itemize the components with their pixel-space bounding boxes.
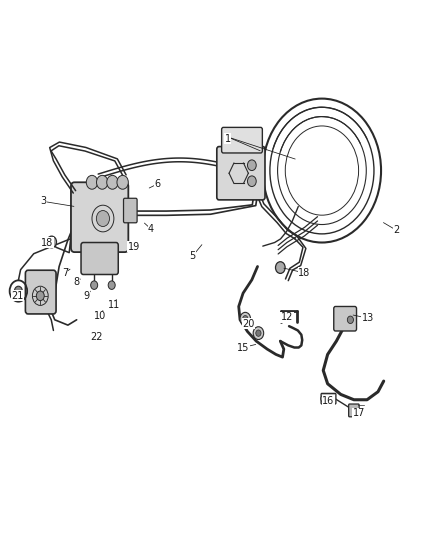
- FancyBboxPatch shape: [124, 198, 137, 223]
- Text: 17: 17: [353, 408, 365, 418]
- Text: 12: 12: [281, 312, 293, 322]
- Text: 21: 21: [11, 291, 24, 301]
- Text: 4: 4: [148, 224, 154, 234]
- Circle shape: [256, 330, 261, 336]
- Text: 13: 13: [362, 313, 374, 323]
- FancyBboxPatch shape: [349, 404, 359, 417]
- Circle shape: [86, 175, 98, 189]
- Circle shape: [107, 175, 118, 189]
- Text: 9: 9: [84, 292, 90, 301]
- FancyBboxPatch shape: [217, 147, 265, 200]
- Circle shape: [91, 281, 98, 289]
- Circle shape: [276, 262, 285, 273]
- Text: 18: 18: [41, 238, 53, 247]
- FancyBboxPatch shape: [222, 127, 262, 153]
- FancyBboxPatch shape: [334, 306, 357, 331]
- Circle shape: [117, 175, 128, 189]
- Text: 6: 6: [155, 179, 161, 189]
- Text: 5: 5: [190, 251, 196, 261]
- Circle shape: [247, 176, 256, 187]
- Circle shape: [36, 291, 44, 301]
- Circle shape: [96, 175, 108, 189]
- Text: 10: 10: [94, 311, 106, 321]
- Text: 19: 19: [127, 242, 140, 252]
- Text: 7: 7: [62, 268, 68, 278]
- Text: 1: 1: [225, 134, 231, 143]
- Text: 16: 16: [322, 396, 335, 406]
- Text: 11: 11: [108, 301, 120, 310]
- Circle shape: [240, 312, 251, 325]
- FancyBboxPatch shape: [25, 270, 56, 314]
- Circle shape: [247, 160, 256, 171]
- Text: 15: 15: [237, 343, 249, 352]
- Circle shape: [347, 316, 353, 324]
- Text: 3: 3: [41, 197, 47, 206]
- FancyBboxPatch shape: [81, 243, 118, 274]
- Circle shape: [47, 236, 57, 248]
- Text: 20: 20: [243, 319, 255, 328]
- Circle shape: [253, 327, 264, 340]
- Circle shape: [108, 281, 115, 289]
- Circle shape: [96, 211, 110, 227]
- Circle shape: [321, 395, 326, 402]
- Text: 8: 8: [74, 278, 80, 287]
- Circle shape: [14, 286, 22, 296]
- Circle shape: [243, 316, 248, 322]
- Text: 22: 22: [90, 332, 102, 342]
- FancyBboxPatch shape: [321, 393, 336, 404]
- Text: 18: 18: [298, 268, 311, 278]
- Text: 2: 2: [393, 225, 399, 235]
- FancyBboxPatch shape: [71, 182, 128, 252]
